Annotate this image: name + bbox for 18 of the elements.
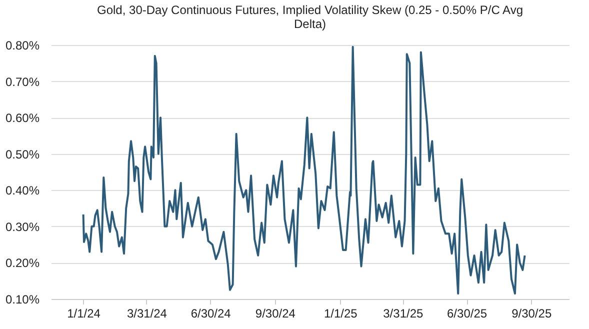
y-tick-label: 0.80% xyxy=(5,38,40,52)
x-tick-label: 1/1/24 xyxy=(67,306,101,320)
y-tick-label: 0.40% xyxy=(5,184,40,198)
y-tick-label: 0.70% xyxy=(5,74,40,89)
y-tick-label: 0.30% xyxy=(5,220,40,234)
y-tick-label: 0.60% xyxy=(5,111,40,126)
x-tick-label: 3/31/24 xyxy=(126,306,168,320)
line-series xyxy=(82,46,526,295)
x-tick-label: 9/30/25 xyxy=(512,306,552,320)
y-tick-label: 0.20% xyxy=(5,256,40,270)
x-tick-label: 6/30/24 xyxy=(190,306,232,320)
x-tick-label: 9/30/24 xyxy=(255,306,296,320)
x-tick-label: 6/30/25 xyxy=(447,306,488,320)
x-tick-label: 3/31/25 xyxy=(383,306,424,320)
x-tick-label: 1/1/25 xyxy=(324,306,358,320)
y-tick-label: 0.10% xyxy=(5,292,40,306)
y-tick-label: 0.50% xyxy=(5,147,40,162)
chart-title: Gold, 30-Day Continuous Futures, Implied Volatility Skew (0.25 - 0.50% P/C Avg Delta) xyxy=(97,3,523,31)
